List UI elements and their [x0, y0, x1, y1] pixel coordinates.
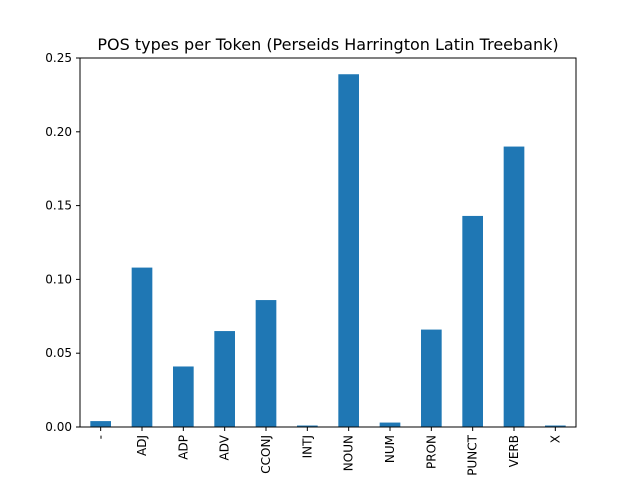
x-tick-label: X [548, 435, 562, 443]
bar-adj [131, 267, 153, 427]
y-tick-label: 0.15 [45, 199, 72, 213]
bar-num [379, 422, 401, 427]
plot-frame [79, 57, 577, 428]
x-tick-label: ADP [176, 435, 190, 460]
chart-title: POS types per Token (Perseids Harrington… [97, 35, 558, 54]
bar-pron [421, 329, 442, 427]
y-tick-label: 0.20 [45, 125, 72, 139]
x-tick-label: PRON [424, 435, 438, 469]
y-tick-label: 0.05 [45, 346, 72, 360]
x-tick-label: NUM [383, 435, 397, 463]
x-tick-label: VERB [507, 435, 521, 467]
x-axis: - ADJ ADP ADV CCONJ INTJ NOUN NUM PRON PUNCT VERB X [94, 427, 562, 476]
bar-punct [462, 215, 483, 427]
x-tick-label: ADJ [135, 435, 149, 456]
x-tick-label: INTJ [300, 435, 314, 458]
y-axis: 0.00 0.05 0.10 0.15 0.20 0.25 [45, 51, 80, 434]
bar-adp [173, 366, 194, 427]
y-tick-label: 0.10 [45, 272, 72, 286]
y-tick-label: 0.00 [45, 420, 72, 434]
x-tick-label: - [94, 435, 108, 439]
bar-verb [503, 146, 525, 427]
x-tick-label: NOUN [342, 435, 356, 471]
bars-group [90, 74, 566, 428]
bar-adv [214, 331, 235, 427]
bar-dash [90, 421, 111, 427]
x-tick-label: CCONJ [259, 435, 273, 474]
bar-x [545, 425, 566, 427]
x-tick-label: ADV [218, 434, 232, 460]
bar-intj [297, 425, 318, 427]
bar-noun [338, 74, 359, 428]
x-tick-label: PUNCT [466, 434, 480, 475]
bar-cconj [255, 300, 277, 427]
y-tick-label: 0.25 [45, 51, 72, 65]
